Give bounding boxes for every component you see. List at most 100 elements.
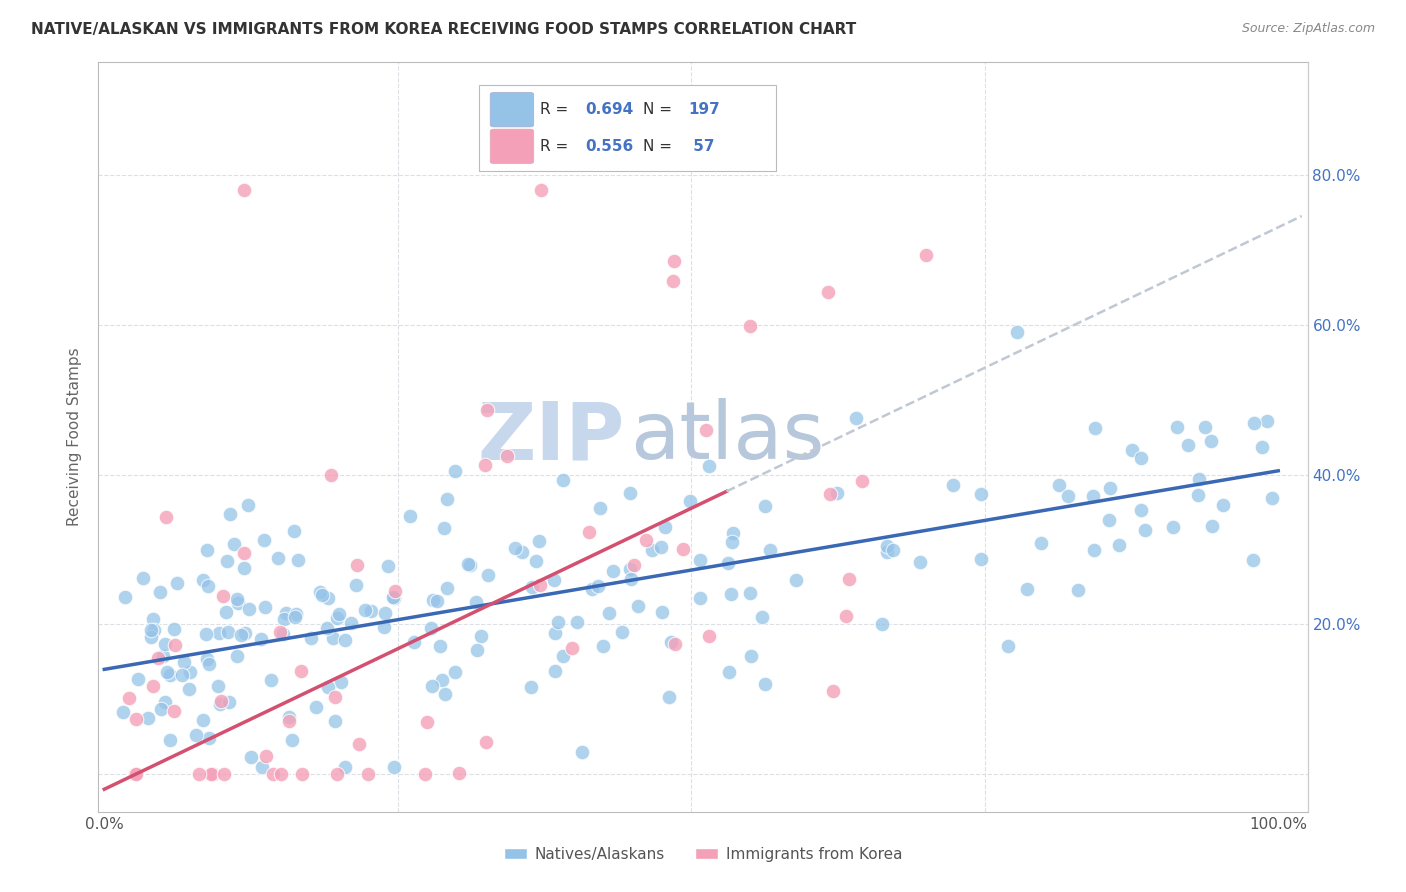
Text: 0.694: 0.694 xyxy=(586,103,634,117)
Point xyxy=(1161,520,1184,534)
Point xyxy=(273,612,295,626)
Point xyxy=(212,767,235,781)
Point xyxy=(754,677,776,691)
Point xyxy=(1177,438,1199,452)
Point xyxy=(551,649,574,664)
Point xyxy=(166,576,188,591)
Point xyxy=(340,615,363,630)
Point xyxy=(277,714,299,729)
Point xyxy=(250,760,273,774)
Point xyxy=(219,507,242,521)
Point xyxy=(544,665,567,679)
Point xyxy=(148,651,170,665)
Text: 197: 197 xyxy=(689,103,720,117)
Point xyxy=(384,583,406,598)
Point xyxy=(1047,478,1070,492)
Point xyxy=(1166,419,1188,434)
Point xyxy=(281,732,304,747)
Point xyxy=(908,555,931,569)
Point xyxy=(215,605,238,619)
Point xyxy=(420,679,443,693)
Point xyxy=(311,588,333,602)
Point xyxy=(357,767,380,781)
Point xyxy=(278,710,301,724)
Point xyxy=(201,767,224,781)
Point xyxy=(817,285,839,300)
Point xyxy=(586,579,609,593)
Point xyxy=(229,628,252,642)
Point xyxy=(581,582,603,597)
Point xyxy=(429,639,451,653)
Point xyxy=(156,665,179,679)
Point xyxy=(1194,419,1216,434)
Y-axis label: Receiving Food Stamps: Receiving Food Stamps xyxy=(67,348,83,526)
Point xyxy=(969,486,991,500)
Point xyxy=(382,760,405,774)
Point xyxy=(1187,488,1209,502)
Point xyxy=(475,735,498,749)
Text: 57: 57 xyxy=(689,139,716,153)
Point xyxy=(1031,536,1053,550)
Point xyxy=(1108,538,1130,552)
Point xyxy=(529,578,551,592)
Point xyxy=(662,274,685,288)
Point xyxy=(882,542,904,557)
Point xyxy=(125,767,148,781)
Point xyxy=(662,254,685,268)
Point xyxy=(457,557,479,571)
Point xyxy=(124,767,146,781)
Point xyxy=(287,553,309,567)
Point xyxy=(139,623,162,637)
Point xyxy=(179,681,201,696)
Point xyxy=(118,691,141,706)
Point xyxy=(233,183,256,197)
Point xyxy=(1083,543,1105,558)
Point xyxy=(335,760,357,774)
Point xyxy=(283,524,305,538)
Text: 0.556: 0.556 xyxy=(586,139,634,153)
Point xyxy=(276,606,298,620)
Point xyxy=(316,591,339,605)
Point xyxy=(717,556,740,570)
Point xyxy=(186,728,208,742)
Point xyxy=(141,630,163,644)
Point xyxy=(851,474,873,488)
Point xyxy=(444,464,467,478)
Point xyxy=(267,550,290,565)
Point xyxy=(377,559,399,574)
Point xyxy=(250,632,273,647)
Point xyxy=(447,765,470,780)
Point xyxy=(226,591,249,606)
Point xyxy=(915,248,938,262)
Point xyxy=(191,714,214,728)
Point xyxy=(717,665,740,679)
Point xyxy=(1250,440,1272,454)
Point xyxy=(689,591,711,606)
Point xyxy=(170,668,193,682)
Point xyxy=(565,615,588,629)
FancyBboxPatch shape xyxy=(491,93,534,127)
Point xyxy=(155,510,177,524)
Point xyxy=(290,664,312,678)
Point xyxy=(751,610,773,624)
Legend: Natives/Alaskans, Immigrants from Korea: Natives/Alaskans, Immigrants from Korea xyxy=(498,840,908,868)
Point xyxy=(641,543,664,558)
Point xyxy=(443,665,465,680)
Point xyxy=(321,468,343,483)
Point xyxy=(821,683,844,698)
Point xyxy=(997,639,1019,653)
Point xyxy=(291,767,314,781)
Point xyxy=(271,627,294,641)
Point xyxy=(610,624,633,639)
Point xyxy=(197,657,219,671)
Point xyxy=(619,485,641,500)
Point xyxy=(578,524,600,539)
Point xyxy=(240,749,263,764)
Point xyxy=(322,631,344,645)
Point xyxy=(149,701,172,715)
Point xyxy=(465,642,488,657)
Point xyxy=(470,629,492,643)
Point xyxy=(212,589,235,603)
Point xyxy=(305,700,328,714)
Point xyxy=(543,573,565,587)
